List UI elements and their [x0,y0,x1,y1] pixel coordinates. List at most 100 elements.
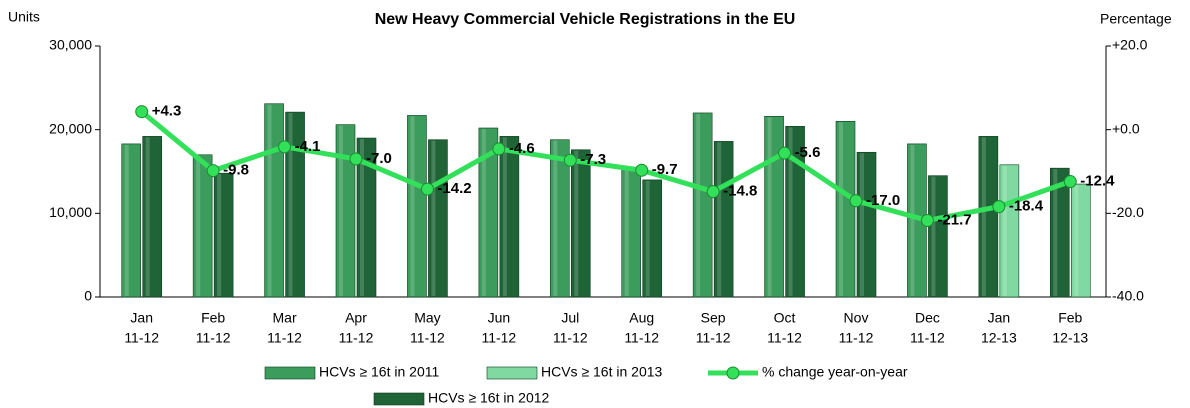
x-tick-label: 11-12 [481,330,516,346]
bar-highlight [196,155,201,296]
bar-highlight [981,137,986,296]
line-marker [920,213,934,227]
data-label: -9.7 [652,161,678,178]
x-tick-label: 12-13 [981,330,1017,346]
data-label: -7.3 [580,151,606,168]
bar-highlight [931,176,936,296]
bar [356,137,377,298]
x-tick-label: Jul [561,310,579,326]
data-label: -9.8 [223,162,249,179]
bar-highlight [124,144,129,296]
y-tick-label: 30,000 [49,37,92,53]
bar-highlight [553,140,558,296]
y-tick-label: 10,000 [49,204,92,220]
bar-highlight [339,125,343,296]
y2-tick-label: -20.0 [1112,204,1144,220]
y2-tick-label: -40.0 [1112,288,1144,304]
bar [428,139,448,298]
line-marker [278,140,292,154]
x-tick-label: 11-12 [910,330,945,346]
bar-highlight [410,116,415,297]
x-tick-label: Dec [915,310,940,326]
bar [213,172,234,298]
bar [764,115,784,298]
bar-highlight [288,113,293,296]
bar [835,121,856,298]
bar-highlight [624,168,629,296]
bar-highlight [267,104,272,296]
bar-highlight [860,153,864,296]
line-marker [778,146,792,160]
bar-highlight [145,137,150,296]
x-tick-label: 11-12 [696,330,731,346]
x-tick-label: Jan [988,310,1011,326]
y2-tick-label: +0.0 [1112,120,1140,136]
bar-highlight [574,150,579,296]
x-tick-label: Apr [345,310,367,326]
x-tick-label: Aug [629,310,654,326]
x-tick-label: Nov [844,310,869,326]
bar [785,126,805,298]
x-tick-label: 11-12 [553,330,588,346]
line [140,109,1072,223]
bar-highlight [1053,169,1058,296]
data-label: -7.0 [366,150,392,167]
line-marker [563,153,577,167]
bar [407,115,427,298]
x-tick-label: Feb [1058,310,1082,326]
bar [999,164,1020,298]
bar [499,136,520,298]
bar-highlight [1074,185,1079,296]
bar [1070,183,1091,298]
legend-swatch [264,366,316,380]
bar-highlight [696,113,701,296]
bar [1049,167,1070,298]
bar [856,151,877,298]
data-label: -17.0 [866,192,900,209]
legend-label: % change year-on-year [762,364,908,380]
legend-label: HCVs ≥ 16t in 2013 [541,364,663,380]
line-marker [420,182,434,196]
bar-highlight [217,174,222,296]
bar [713,141,734,298]
x-tick-label: Jun [488,310,511,326]
x-tick-label: Jan [130,310,153,326]
bar [264,103,284,298]
bar [142,136,163,298]
line-marker [849,194,863,208]
data-label: -21.7 [937,211,971,228]
data-label: -12.4 [1080,173,1115,190]
data-label: -14.2 [437,180,471,197]
bar [642,179,663,298]
data-label: -18.4 [1009,198,1044,215]
line-marker [135,105,149,119]
bar-highlight [431,140,436,296]
line-marker [492,142,506,156]
x-tick-label: 11-12 [339,330,374,346]
legend-marker [726,366,740,380]
line-marker [992,200,1006,214]
x-tick-label: Sep [701,310,726,326]
bar-highlight [910,144,915,296]
legend-swatch [373,392,425,406]
bar-highlight [717,142,722,296]
x-tick-label: Oct [774,310,796,326]
y-axis-title: Units [8,9,40,25]
x-tick-label: 11-12 [267,330,302,346]
y2-axis-title: Percentage [1100,11,1172,27]
data-label: -5.6 [795,144,821,161]
data-label: +4.3 [152,103,182,120]
legend-label: HCVs ≥ 16t in 2012 [428,390,550,406]
legend-swatch [486,366,538,380]
x-tick-label: 11-12 [124,330,159,346]
bar [478,127,499,298]
x-tick-label: 11-12 [839,330,874,346]
x-tick-label: 11-12 [767,330,802,346]
bar [692,112,713,298]
bar [978,136,999,298]
line-marker [706,185,720,199]
bar-highlight [645,180,650,296]
bar [285,111,305,298]
x-tick-label: May [414,310,440,326]
